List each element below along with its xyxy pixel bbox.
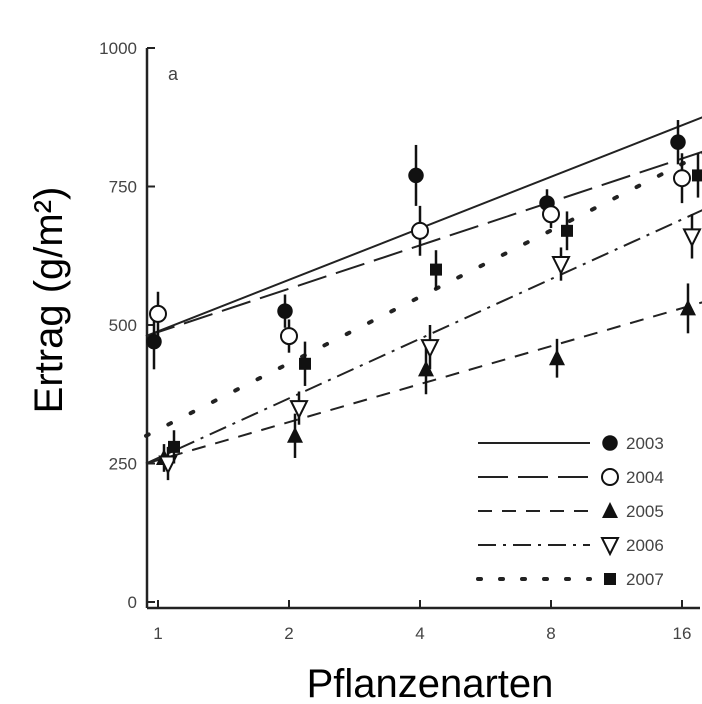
point-2007 — [430, 263, 442, 276]
fit-line-2005 — [145, 301, 702, 465]
legend-marker-2004 — [601, 468, 619, 486]
x-tick-label: 4 — [415, 624, 424, 643]
point-2003 — [277, 303, 293, 319]
point-2007 — [299, 357, 311, 370]
point-2005 — [549, 349, 565, 366]
data-points — [146, 120, 702, 481]
legend-label-2006: 2006 — [626, 536, 664, 555]
legend-label-2004: 2004 — [626, 468, 664, 487]
legend-marker-2006 — [600, 537, 620, 557]
legend-label-2007: 2007 — [626, 570, 664, 589]
point-2006 — [682, 228, 702, 248]
legend: 2003 2004 2005 2006 2007 — [476, 434, 664, 589]
point-2007 — [168, 440, 180, 453]
y-axis-title: Ertrag (g/m²) — [27, 187, 71, 414]
fit-line-2004 — [145, 150, 702, 338]
point-2004 — [411, 221, 429, 240]
axes — [145, 48, 700, 610]
point-2005 — [287, 426, 303, 443]
point-2006 — [158, 455, 178, 475]
y-tick-label: 500 — [109, 316, 137, 335]
point-2004 — [280, 327, 298, 346]
point-2004 — [149, 304, 167, 323]
fit-lines — [144, 116, 702, 465]
point-2006 — [289, 400, 309, 420]
y-tick-label: 0 — [128, 593, 137, 612]
x-tick-label: 1 — [153, 624, 162, 643]
fit-line-2007 — [144, 151, 702, 438]
point-2005 — [680, 299, 696, 316]
point-2003 — [146, 333, 162, 350]
x-tick-label: 16 — [673, 624, 692, 643]
y-tick-label: 750 — [109, 178, 137, 197]
point-2005 — [418, 360, 434, 377]
y-tick-label: 250 — [109, 455, 137, 474]
fit-line-2003 — [145, 116, 702, 338]
x-tick-label: 2 — [284, 624, 293, 643]
point-2004 — [542, 205, 560, 224]
point-2007 — [692, 169, 702, 182]
legend-marker-2003 — [602, 435, 618, 451]
point-2003 — [408, 167, 424, 184]
point-2007 — [561, 224, 573, 237]
point-2006 — [420, 339, 440, 359]
point-2006 — [551, 256, 571, 276]
legend-marker-2007 — [604, 573, 616, 585]
legend-marker-2005 — [602, 502, 618, 518]
legend-label-2005: 2005 — [626, 502, 664, 521]
panel-label: a — [168, 64, 179, 84]
point-2004 — [673, 169, 691, 188]
x-tick-label: 8 — [546, 624, 555, 643]
axis-ticks: 0 250 500 750 1000 1 2 4 8 16 — [99, 39, 691, 643]
point-2003 — [670, 134, 686, 150]
y-tick-label: 1000 — [99, 39, 137, 58]
x-axis-title: Pflanzenarten — [307, 662, 554, 704]
legend-label-2003: 2003 — [626, 434, 664, 453]
